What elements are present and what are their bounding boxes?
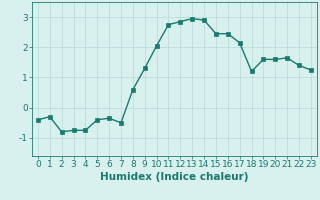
X-axis label: Humidex (Indice chaleur): Humidex (Indice chaleur) bbox=[100, 172, 249, 182]
